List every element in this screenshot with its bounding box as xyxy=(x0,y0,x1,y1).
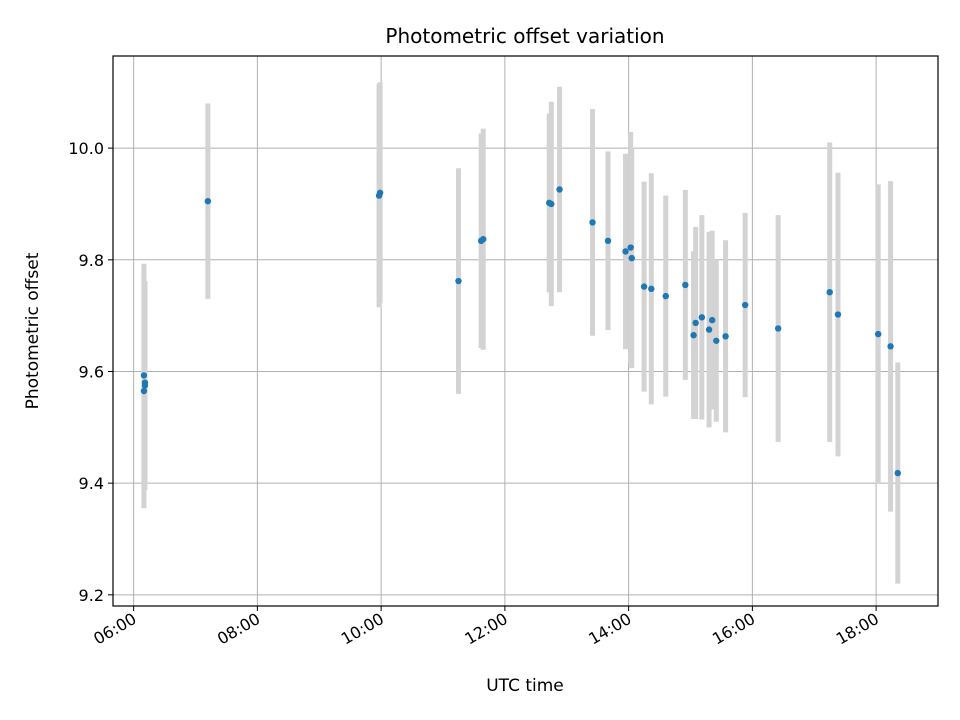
plot-frame xyxy=(112,55,939,607)
y-axis-label: Photometric offset xyxy=(23,252,43,409)
data-point xyxy=(722,333,729,340)
data-point xyxy=(589,219,596,226)
data-point xyxy=(708,316,716,324)
y-tick-label: 10.0 xyxy=(68,139,104,158)
data-point xyxy=(682,281,689,289)
y-tick-label: 9.8 xyxy=(79,251,104,270)
data-point xyxy=(690,331,697,339)
data-point xyxy=(692,319,699,327)
data-point xyxy=(741,301,749,309)
data-point xyxy=(622,248,629,255)
data-point xyxy=(556,186,563,193)
y-tick-label: 9.4 xyxy=(79,474,104,493)
data-point xyxy=(204,197,212,205)
data-point xyxy=(887,343,894,350)
data-point xyxy=(705,326,713,333)
data-point xyxy=(548,200,555,208)
data-point xyxy=(141,379,149,386)
y-tick-label: 9.6 xyxy=(79,362,104,381)
data-point xyxy=(604,237,612,245)
data-point xyxy=(834,311,842,318)
data-point xyxy=(826,288,833,296)
data-point xyxy=(713,337,720,344)
data-point xyxy=(627,244,634,251)
data-point xyxy=(140,387,148,395)
data-point xyxy=(894,469,901,477)
data-point xyxy=(698,314,706,321)
data-point xyxy=(774,325,782,332)
data-point xyxy=(140,372,148,379)
data-point xyxy=(628,254,635,262)
data-point xyxy=(662,292,669,300)
data-point xyxy=(648,285,655,293)
data-point xyxy=(480,235,487,243)
x-axis-label: UTC time xyxy=(486,676,564,696)
data-point xyxy=(874,330,882,338)
data-point xyxy=(455,277,462,285)
data-point xyxy=(376,189,384,197)
data-point xyxy=(640,283,648,290)
y-tick-label: 9.2 xyxy=(79,586,104,605)
data-points xyxy=(140,186,901,477)
chart-title: Photometric offset variation xyxy=(385,24,664,48)
